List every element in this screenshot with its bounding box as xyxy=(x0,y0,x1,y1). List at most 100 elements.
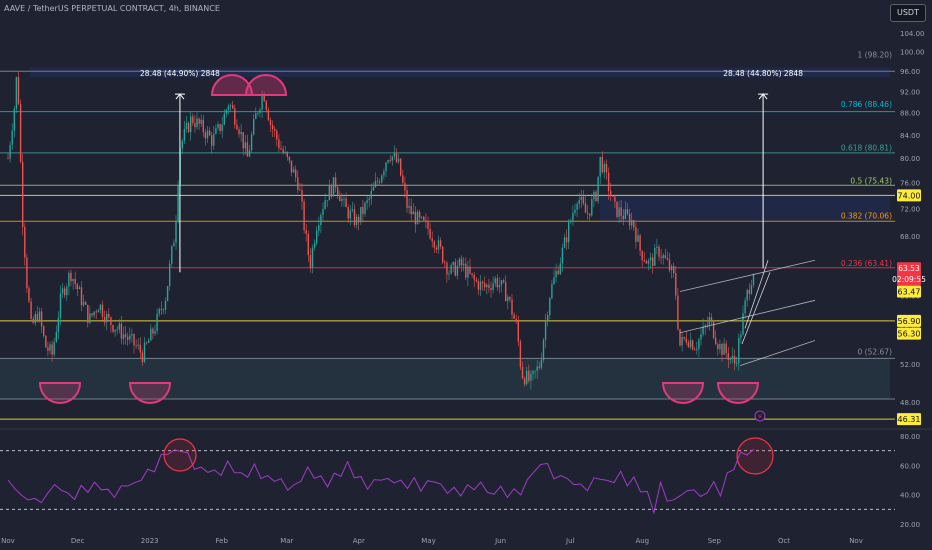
candle-body-350 xyxy=(742,313,744,335)
price-tag-bg-0 xyxy=(897,189,921,202)
candle-body-37 xyxy=(85,302,87,305)
candle-body-328 xyxy=(696,348,698,351)
candle-body-231 xyxy=(492,283,494,290)
time-tick-10: Sep xyxy=(708,537,722,545)
candle-body-326 xyxy=(691,340,694,350)
candle-body-9 xyxy=(26,257,28,289)
candle-body-87 xyxy=(190,116,192,133)
candle-body-67 xyxy=(148,340,150,343)
candle-body-78 xyxy=(171,246,173,264)
candle-body-239 xyxy=(509,296,511,300)
candle-body-146 xyxy=(313,243,316,248)
candle-body-230 xyxy=(490,288,492,290)
candle-body-176 xyxy=(376,180,379,182)
candle-body-81 xyxy=(177,185,179,222)
candle-body-53 xyxy=(118,323,120,330)
candle-body-34 xyxy=(78,287,81,290)
time-tick-1: Dec xyxy=(71,537,85,545)
candle-body-98 xyxy=(213,133,215,146)
candle-body-142 xyxy=(305,230,307,234)
candle-body-21 xyxy=(51,344,53,355)
price-tick-7: 76.00 xyxy=(900,180,920,188)
candle-body-48 xyxy=(108,313,110,318)
candle-body-186 xyxy=(397,158,400,162)
fib-label-1: 0.786 (88.46) xyxy=(841,100,892,109)
candle-body-204 xyxy=(435,247,438,250)
candle-body-354 xyxy=(750,285,753,294)
candle-body-160 xyxy=(343,198,345,200)
candle-body-155 xyxy=(332,177,335,197)
candle-body-302 xyxy=(641,250,643,261)
candle-body-96 xyxy=(208,130,211,136)
candle-body-329 xyxy=(698,339,700,349)
time-tick-12: Nov xyxy=(849,537,863,545)
candle-body-254 xyxy=(540,359,543,368)
candle-body-280 xyxy=(595,191,597,202)
candle-body-355 xyxy=(752,274,755,286)
candle-body-240 xyxy=(511,299,513,315)
time-tick-2: 2023 xyxy=(141,537,159,545)
candle-body-114 xyxy=(246,142,249,157)
candle-body-205 xyxy=(437,240,440,250)
candle-body-123 xyxy=(265,101,267,110)
candle-body-60 xyxy=(133,333,135,346)
bottom-marker-0 xyxy=(38,382,82,404)
candle-body-166 xyxy=(355,216,358,226)
bottom-marker-3 xyxy=(716,382,760,404)
candle-body-237 xyxy=(505,282,507,302)
candle-body-196 xyxy=(418,211,421,218)
candle-body-107 xyxy=(232,105,234,109)
candle-body-282 xyxy=(599,156,601,177)
candle-body-138 xyxy=(297,177,299,190)
candle-body-270 xyxy=(574,209,576,213)
breakout-line-1 xyxy=(744,260,769,329)
candle-body-318 xyxy=(675,273,677,296)
candle-body-315 xyxy=(668,259,671,271)
candle-body-99 xyxy=(215,128,217,134)
candle-body-229 xyxy=(488,284,490,289)
candle-body-165 xyxy=(353,209,356,226)
candle-body-287 xyxy=(610,191,612,196)
candle-body-304 xyxy=(645,261,648,264)
price-tick-13: 52.00 xyxy=(900,361,920,369)
candle-body-339 xyxy=(719,343,721,350)
candle-body-209 xyxy=(446,262,448,275)
price-tag-1: 63.53 xyxy=(898,264,920,273)
candle-body-68 xyxy=(150,328,152,341)
candle-body-263 xyxy=(559,263,561,275)
candle-body-16 xyxy=(40,311,43,327)
price-tick-1: 100.00 xyxy=(900,49,925,57)
candle-body-249 xyxy=(530,374,532,381)
candle-body-119 xyxy=(257,112,259,114)
candle-body-4 xyxy=(15,77,18,109)
candle-body-127 xyxy=(274,129,276,131)
candle-body-212 xyxy=(452,261,454,265)
candle-body-116 xyxy=(250,134,253,151)
time-tick-9: Aug xyxy=(635,537,649,545)
rsi-tick-0: 80.00 xyxy=(900,433,920,441)
candle-body-22 xyxy=(53,341,55,355)
candle-body-266 xyxy=(565,237,568,243)
candle-body-290 xyxy=(616,201,618,218)
candle-body-198 xyxy=(423,216,425,221)
candle-body-277 xyxy=(589,213,591,216)
candle-body-289 xyxy=(614,196,616,202)
bottom-marker-2 xyxy=(661,382,705,404)
currency-button[interactable]: USDT xyxy=(890,4,926,22)
candle-body-45 xyxy=(101,304,104,317)
candle-body-31 xyxy=(72,279,74,282)
candle-body-84 xyxy=(183,128,186,141)
candle-body-112 xyxy=(242,132,244,149)
candle-body-6 xyxy=(19,103,22,162)
candle-body-232 xyxy=(494,278,496,284)
candle-body-242 xyxy=(515,318,517,322)
candle-body-213 xyxy=(454,261,456,276)
measure-arrow-0 xyxy=(175,93,185,100)
top-marker-0 xyxy=(210,74,254,96)
candle-body-301 xyxy=(639,235,641,251)
candle-body-343 xyxy=(727,353,729,360)
candle-body-103 xyxy=(223,113,225,125)
candle-body-159 xyxy=(341,198,343,202)
